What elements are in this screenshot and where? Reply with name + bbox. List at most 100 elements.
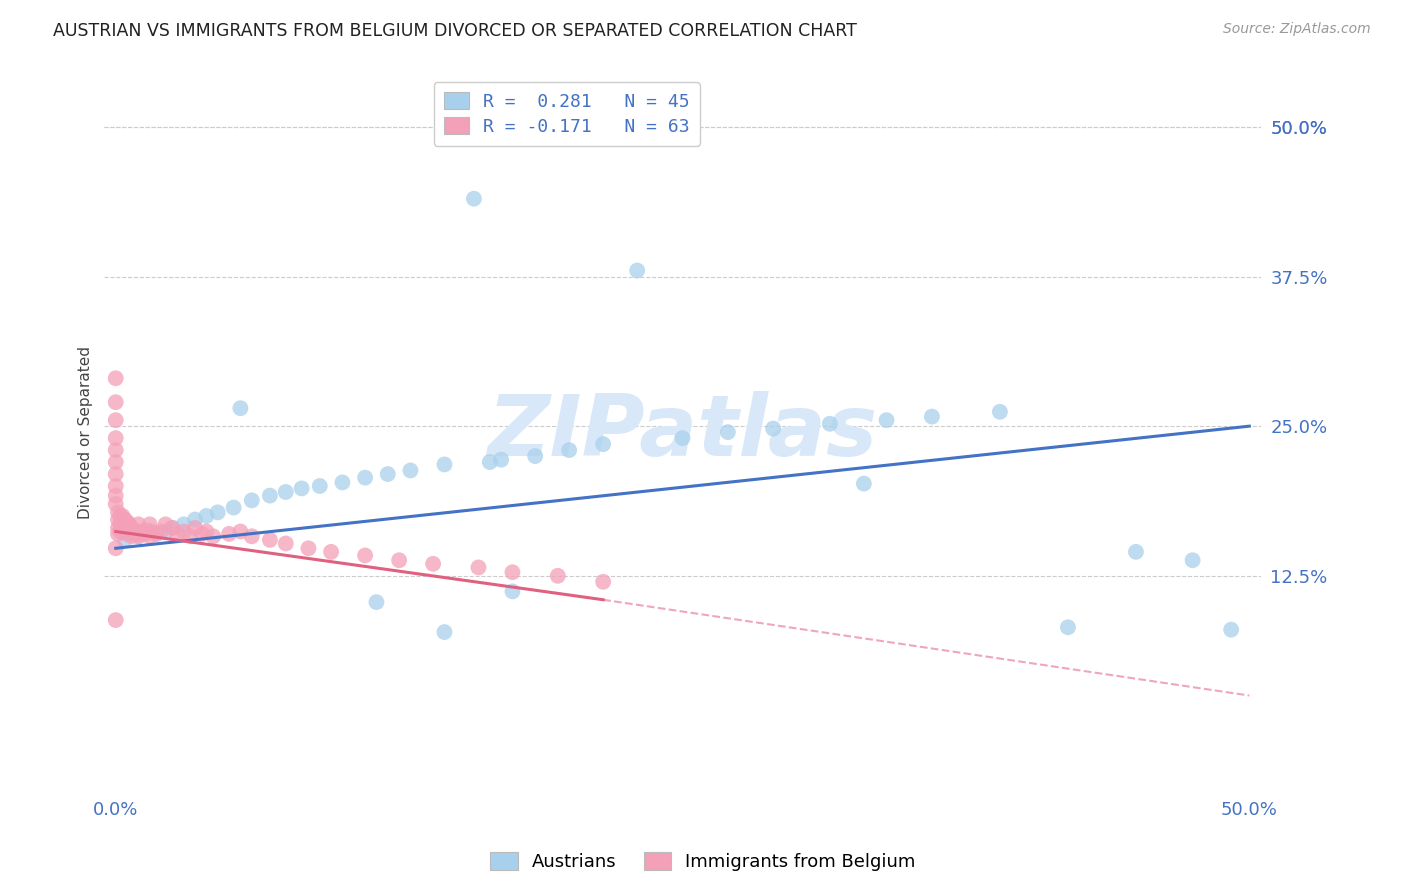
- Austrians: [332, 475, 354, 490]
- Immigrants from Belgium: [107, 521, 129, 535]
- Austrians: [762, 421, 785, 435]
- Austrians: [558, 443, 581, 458]
- Immigrants from Belgium: [104, 443, 127, 458]
- Text: ZIPatlas: ZIPatlas: [488, 391, 877, 474]
- Immigrants from Belgium: [104, 395, 127, 409]
- Austrians: [921, 409, 943, 424]
- Austrians: [433, 625, 456, 640]
- Immigrants from Belgium: [129, 524, 152, 539]
- Immigrants from Belgium: [127, 529, 149, 543]
- Immigrants from Belgium: [104, 431, 127, 445]
- Immigrants from Belgium: [110, 524, 132, 539]
- Immigrants from Belgium: [107, 527, 129, 541]
- Immigrants from Belgium: [127, 517, 149, 532]
- Immigrants from Belgium: [104, 467, 127, 481]
- Immigrants from Belgium: [229, 524, 252, 539]
- Y-axis label: Divorced or Separated: Divorced or Separated: [79, 345, 93, 518]
- Immigrants from Belgium: [173, 524, 195, 539]
- Immigrants from Belgium: [107, 512, 129, 526]
- Austrians: [222, 500, 245, 515]
- Austrians: [155, 524, 177, 539]
- Immigrants from Belgium: [180, 529, 202, 543]
- Austrians: [1181, 553, 1204, 567]
- Austrians: [671, 431, 693, 445]
- Immigrants from Belgium: [141, 524, 163, 539]
- Austrians: [259, 489, 281, 503]
- Immigrants from Belgium: [388, 553, 411, 567]
- Immigrants from Belgium: [122, 524, 145, 539]
- Immigrants from Belgium: [132, 524, 155, 539]
- Austrians: [433, 458, 456, 472]
- Austrians: [127, 529, 149, 543]
- Austrians: [501, 584, 523, 599]
- Immigrants from Belgium: [138, 517, 160, 532]
- Austrians: [988, 405, 1011, 419]
- Immigrants from Belgium: [145, 527, 167, 541]
- Immigrants from Belgium: [110, 517, 132, 532]
- Immigrants from Belgium: [134, 527, 156, 541]
- Austrians: [1220, 623, 1243, 637]
- Immigrants from Belgium: [104, 479, 127, 493]
- Austrians: [524, 449, 547, 463]
- Immigrants from Belgium: [114, 512, 136, 526]
- Austrians: [240, 493, 263, 508]
- Austrians: [274, 485, 297, 500]
- Immigrants from Belgium: [467, 560, 489, 574]
- Austrians: [173, 517, 195, 532]
- Immigrants from Belgium: [240, 529, 263, 543]
- Austrians: [207, 505, 229, 519]
- Immigrants from Belgium: [319, 545, 342, 559]
- Legend: Austrians, Immigrants from Belgium: Austrians, Immigrants from Belgium: [484, 846, 922, 879]
- Immigrants from Belgium: [104, 413, 127, 427]
- Austrians: [308, 479, 330, 493]
- Immigrants from Belgium: [592, 574, 614, 589]
- Austrians: [114, 533, 136, 547]
- Austrians: [717, 425, 740, 439]
- Legend: R =  0.281   N = 45, R = -0.171   N = 63: R = 0.281 N = 45, R = -0.171 N = 63: [434, 82, 700, 145]
- Immigrants from Belgium: [118, 517, 141, 532]
- Austrians: [818, 417, 841, 431]
- Immigrants from Belgium: [354, 549, 377, 563]
- Immigrants from Belgium: [104, 489, 127, 503]
- Austrians: [876, 413, 898, 427]
- Immigrants from Belgium: [202, 529, 225, 543]
- Immigrants from Belgium: [111, 508, 134, 523]
- Immigrants from Belgium: [274, 536, 297, 550]
- Immigrants from Belgium: [166, 527, 188, 541]
- Immigrants from Belgium: [104, 613, 127, 627]
- Austrians: [145, 527, 167, 541]
- Immigrants from Belgium: [111, 517, 134, 532]
- Immigrants from Belgium: [104, 371, 127, 385]
- Austrians: [366, 595, 388, 609]
- Immigrants from Belgium: [125, 527, 148, 541]
- Austrians: [229, 401, 252, 416]
- Austrians: [291, 482, 314, 496]
- Austrians: [354, 470, 377, 484]
- Immigrants from Belgium: [195, 524, 218, 539]
- Austrians: [463, 192, 485, 206]
- Immigrants from Belgium: [104, 455, 127, 469]
- Immigrants from Belgium: [114, 521, 136, 535]
- Immigrants from Belgium: [218, 527, 240, 541]
- Immigrants from Belgium: [162, 521, 184, 535]
- Immigrants from Belgium: [110, 508, 132, 523]
- Austrians: [592, 437, 614, 451]
- Austrians: [195, 508, 218, 523]
- Immigrants from Belgium: [297, 541, 319, 556]
- Austrians: [121, 524, 143, 538]
- Austrians: [478, 455, 501, 469]
- Immigrants from Belgium: [155, 517, 177, 532]
- Immigrants from Belgium: [115, 515, 138, 529]
- Immigrants from Belgium: [104, 541, 127, 556]
- Immigrants from Belgium: [121, 529, 143, 543]
- Immigrants from Belgium: [138, 529, 160, 543]
- Austrians: [377, 467, 399, 481]
- Austrians: [184, 512, 207, 526]
- Immigrants from Belgium: [184, 521, 207, 535]
- Text: AUSTRIAN VS IMMIGRANTS FROM BELGIUM DIVORCED OR SEPARATED CORRELATION CHART: AUSTRIAN VS IMMIGRANTS FROM BELGIUM DIVO…: [53, 22, 858, 40]
- Immigrants from Belgium: [422, 557, 444, 571]
- Immigrants from Belgium: [115, 527, 138, 541]
- Austrians: [1057, 620, 1080, 634]
- Immigrants from Belgium: [191, 527, 214, 541]
- Immigrants from Belgium: [547, 569, 569, 583]
